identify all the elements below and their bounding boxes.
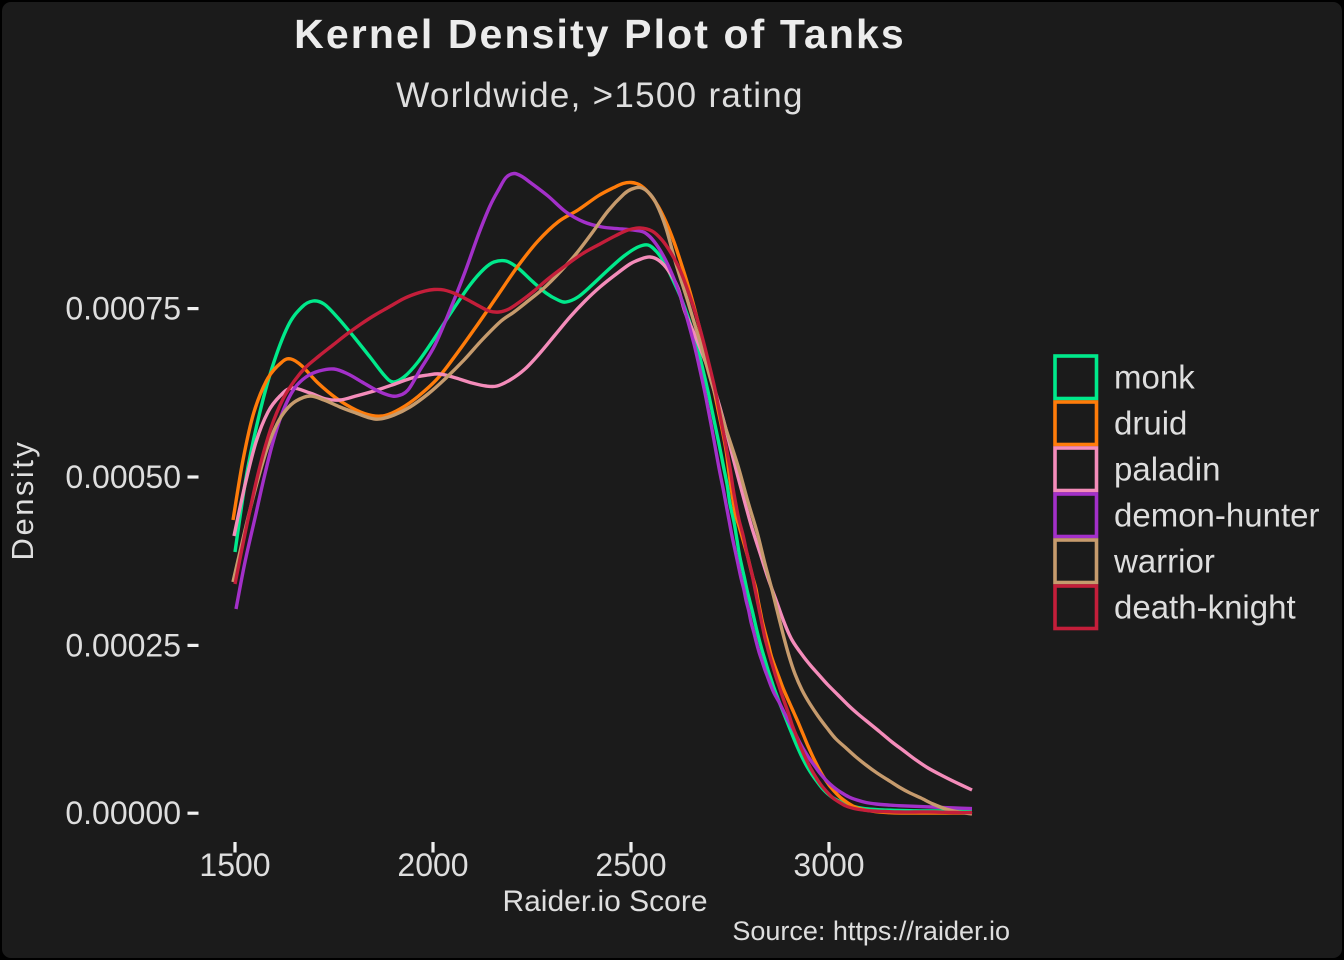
svg-text:Density: Density: [5, 440, 40, 561]
svg-text:Raider.io Score: Raider.io Score: [502, 885, 707, 918]
svg-text:3000: 3000: [793, 847, 864, 883]
svg-text:demon-hunter: demon-hunter: [1114, 497, 1319, 534]
svg-text:0.00075: 0.00075: [65, 291, 181, 327]
svg-text:Source: https://raider.io: Source: https://raider.io: [732, 916, 1010, 946]
svg-text:monk: monk: [1114, 359, 1195, 396]
svg-text:druid: druid: [1114, 405, 1187, 442]
svg-text:0.00000: 0.00000: [65, 795, 181, 831]
svg-text:paladin: paladin: [1114, 451, 1220, 488]
svg-text:2000: 2000: [397, 847, 468, 883]
svg-text:death-knight: death-knight: [1114, 589, 1296, 626]
svg-text:1500: 1500: [199, 847, 270, 883]
svg-text:0.00025: 0.00025: [65, 627, 181, 663]
svg-text:Kernel Density Plot of Tanks: Kernel Density Plot of Tanks: [294, 11, 906, 57]
svg-text:Worldwide, >1500 rating: Worldwide, >1500 rating: [396, 76, 804, 115]
svg-text:0.00050: 0.00050: [65, 459, 181, 495]
svg-text:2500: 2500: [595, 847, 666, 883]
svg-text:warrior: warrior: [1113, 543, 1215, 580]
